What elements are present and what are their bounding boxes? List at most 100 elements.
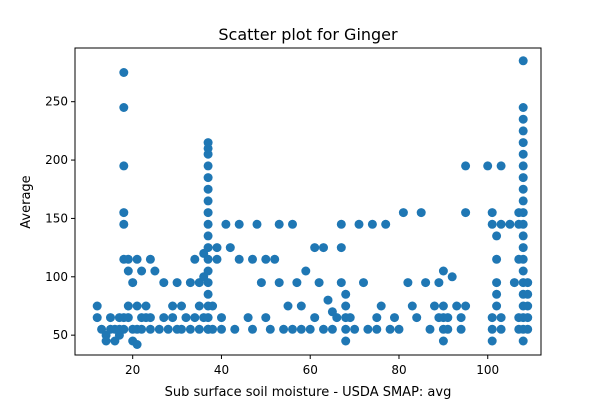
- data-point-108: [296, 301, 306, 311]
- x-axis-ticks: 20 40 60 80 100: [125, 355, 499, 377]
- data-point-132: [363, 324, 373, 334]
- data-point-168: [487, 313, 497, 323]
- data-point-48: [177, 301, 186, 311]
- data-point-38: [145, 324, 155, 334]
- data-point-129: [350, 324, 360, 334]
- data-point-105: [288, 324, 297, 334]
- data-point-1: [92, 313, 102, 323]
- data-point-152: [438, 301, 448, 311]
- data-point-4: [101, 336, 111, 346]
- data-point-157: [443, 324, 453, 334]
- data-point-134: [372, 313, 382, 323]
- data-point-51: [185, 324, 195, 334]
- data-point-141: [398, 208, 408, 218]
- data-point-34: [141, 301, 151, 311]
- data-point-37: [145, 313, 155, 323]
- data-point-170: [487, 336, 497, 346]
- x-axis-label: Sub surface soil moisture - USDA SMAP: a…: [165, 385, 452, 400]
- y-tick-label-200: 200: [45, 153, 68, 167]
- data-point-80: [208, 301, 218, 311]
- data-point-196: [518, 196, 528, 206]
- data-point-137: [381, 219, 391, 229]
- data-point-139: [390, 313, 399, 323]
- data-point-119: [332, 313, 342, 323]
- data-point-122: [336, 278, 346, 288]
- data-point-23: [123, 313, 133, 323]
- data-point-43: [163, 324, 173, 334]
- data-point-160: [456, 313, 466, 323]
- data-point-50: [181, 313, 191, 323]
- data-point-156: [443, 313, 453, 323]
- data-point-13: [119, 161, 129, 171]
- data-point-145: [416, 208, 426, 218]
- data-point-55: [194, 324, 204, 334]
- data-point-124: [341, 301, 351, 311]
- data-point-190: [518, 126, 528, 136]
- data-point-95: [256, 278, 266, 288]
- data-point-28: [132, 301, 142, 311]
- data-point-192: [518, 149, 528, 159]
- data-point-74: [203, 138, 213, 148]
- data-point-138: [385, 324, 395, 334]
- data-point-155: [438, 336, 448, 346]
- data-point-208: [518, 336, 528, 346]
- data-point-188: [518, 103, 528, 112]
- data-point-78: [203, 313, 213, 323]
- data-point-112: [310, 313, 320, 323]
- data-point-189: [518, 114, 528, 124]
- data-point-101: [274, 278, 284, 288]
- data-point-212: [523, 313, 533, 323]
- data-point-110: [305, 324, 315, 334]
- data-point-76: [203, 266, 213, 276]
- data-point-27: [132, 254, 142, 264]
- data-point-159: [452, 301, 462, 311]
- data-point-158: [447, 272, 457, 282]
- data-point-167: [487, 219, 497, 229]
- data-point-71: [203, 161, 213, 171]
- data-point-102: [279, 324, 289, 334]
- x-tick-label-60: 60: [303, 363, 318, 377]
- data-point-54: [190, 313, 200, 323]
- data-points: [92, 56, 533, 349]
- data-point-118: [327, 324, 337, 334]
- data-point-33: [137, 324, 147, 334]
- data-point-64: [203, 243, 213, 253]
- data-point-31: [137, 266, 147, 276]
- plot-frame: [74, 47, 542, 356]
- chart-title: Scatter plot for Ginger: [218, 25, 398, 44]
- data-point-104: [288, 219, 297, 229]
- data-point-15: [119, 68, 129, 77]
- data-point-85: [217, 324, 226, 334]
- data-point-36: [145, 254, 155, 264]
- data-point-133: [367, 219, 377, 229]
- x-tick-label-100: 100: [476, 363, 499, 377]
- data-point-180: [505, 219, 515, 229]
- data-point-165: [483, 161, 493, 171]
- data-point-213: [523, 324, 533, 334]
- data-point-53: [190, 254, 200, 264]
- data-point-0: [92, 301, 102, 311]
- data-point-187: [518, 56, 528, 66]
- y-axis-ticks: 50 100 150 200 250: [45, 95, 75, 342]
- data-point-67: [203, 208, 213, 218]
- data-point-142: [403, 278, 413, 288]
- data-point-24: [128, 278, 138, 288]
- data-point-92: [248, 254, 257, 264]
- data-point-14: [119, 103, 129, 112]
- data-point-195: [518, 184, 528, 194]
- data-point-198: [518, 219, 528, 229]
- data-point-91: [243, 313, 253, 323]
- data-point-178: [496, 313, 506, 323]
- data-point-44: [168, 301, 178, 311]
- data-point-148: [430, 301, 439, 311]
- data-point-120: [336, 219, 346, 229]
- data-point-136: [376, 301, 386, 311]
- data-point-177: [496, 219, 506, 229]
- data-point-41: [159, 313, 169, 323]
- data-point-128: [345, 313, 355, 323]
- data-point-114: [319, 243, 328, 253]
- data-point-49: [177, 324, 186, 334]
- data-point-116: [323, 295, 333, 305]
- data-point-81: [208, 324, 218, 334]
- data-point-22: [123, 301, 133, 311]
